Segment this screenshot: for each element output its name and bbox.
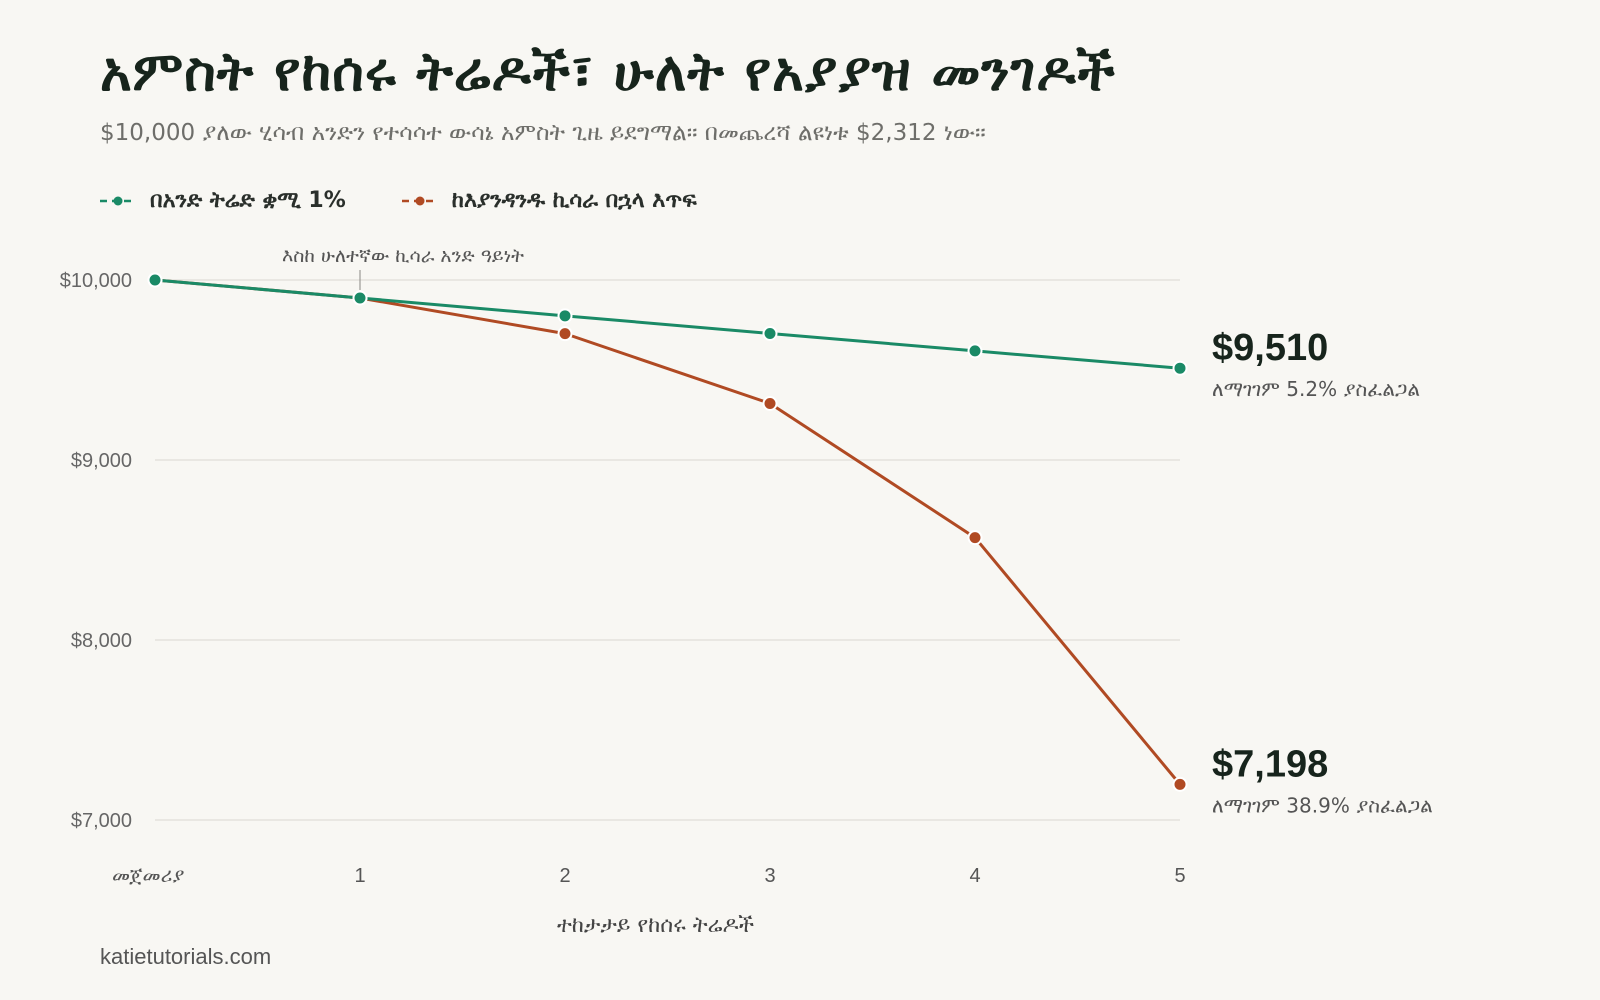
series-line-0 xyxy=(154,278,1181,370)
series-point-0 xyxy=(762,325,778,341)
series-point-1 xyxy=(762,395,778,411)
series-point-0 xyxy=(1172,360,1188,376)
x-tick-label: 5 xyxy=(1174,865,1185,887)
series-point-0 xyxy=(352,290,368,306)
end-note-label-1: ለማገገም 38.9% ያስፈልጋል xyxy=(1212,793,1433,817)
legend-label-doubling: ከእያንዳንዱ ኪሳራ በኋላ እጥፍ xyxy=(451,188,697,213)
series-point-0 xyxy=(557,308,573,324)
legend: በአንድ ትሬድ ቋሚ 1% ከእያንዳንዱ ኪሳራ በኋላ እጥፍ xyxy=(100,188,697,213)
legend-item-doubling: ከእያንዳንዱ ኪሳራ በኋላ እጥፍ xyxy=(401,188,697,213)
series-point-0 xyxy=(147,272,163,288)
series-point-1 xyxy=(557,326,573,342)
end-note-label-0: ለማገገም 5.2% ያስፈልጋል xyxy=(1212,377,1420,401)
y-tick-label: $10,000 xyxy=(60,270,132,292)
x-tick-label: 4 xyxy=(969,865,980,887)
source-credit: katietutorials.com xyxy=(100,944,272,969)
legend-item-constant: በአንድ ትሬድ ቋሚ 1% xyxy=(100,188,346,213)
legend-swatch-orange-icon xyxy=(401,196,438,205)
x-tick-label: 2 xyxy=(559,865,570,887)
chart-subtitle: $10,000 ያለው ሂሳብ አንድን የተሳሳተ ውሳኔ አምስት ጊዜ ይ… xyxy=(100,120,986,146)
legend-label-constant: በአንድ ትሬድ ቋሚ 1% xyxy=(150,188,346,213)
y-tick-label: $7,000 xyxy=(71,810,132,832)
x-axis-label: ተከታታይ የከሰሩ ትሬዶች xyxy=(557,913,755,938)
annotation-label: እስከ ሁለተኛው ኪሳራ አንድ ዓይነት xyxy=(282,245,524,267)
x-tick-label: 1 xyxy=(354,865,365,887)
y-tick-label: $8,000 xyxy=(71,630,132,652)
x-tick-label: መጀመሪያ xyxy=(112,865,184,887)
chart-title: አምስት የከሰሩ ትሬዶች፣ ሁለት የአያያዝ መንገዶች xyxy=(100,40,1116,103)
end-value-label-0: $9,510 xyxy=(1212,327,1328,369)
end-value-label-1: $7,198 xyxy=(1212,743,1328,785)
y-tick-label: $9,000 xyxy=(71,450,132,472)
x-tick-label: 3 xyxy=(764,865,775,887)
series-point-1 xyxy=(967,530,983,546)
series-point-1 xyxy=(1172,776,1188,792)
series-point-0 xyxy=(967,343,983,359)
legend-swatch-green-icon xyxy=(100,196,136,205)
